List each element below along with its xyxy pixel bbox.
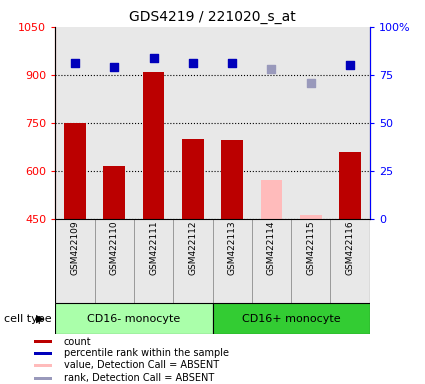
Point [150, 55, 157, 61]
Bar [134, 219, 173, 303]
Bar [339, 152, 361, 219]
Text: cell type: cell type [4, 314, 52, 324]
Point [307, 79, 314, 86]
Text: GSM422112: GSM422112 [188, 220, 197, 275]
Bar [261, 180, 282, 219]
Text: count: count [64, 336, 91, 347]
Text: GSM422113: GSM422113 [228, 220, 237, 275]
Bar [331, 219, 370, 303]
Text: GSM422109: GSM422109 [71, 220, 79, 275]
Title: GDS4219 / 221020_s_at: GDS4219 / 221020_s_at [129, 10, 296, 25]
Bar [34, 340, 52, 343]
Point [71, 60, 78, 66]
Bar [143, 72, 164, 219]
Text: CD16- monocyte: CD16- monocyte [87, 314, 181, 324]
Bar [300, 215, 322, 219]
Text: GSM422111: GSM422111 [149, 220, 158, 275]
Text: GSM422116: GSM422116 [346, 220, 354, 275]
Text: ▶: ▶ [36, 314, 45, 324]
Bar [173, 219, 212, 303]
Bar [34, 376, 52, 379]
Bar [212, 219, 252, 303]
Text: value, Detection Call = ABSENT: value, Detection Call = ABSENT [64, 360, 219, 370]
Point [111, 64, 118, 70]
Bar [182, 139, 204, 219]
Text: CD16+ monocyte: CD16+ monocyte [242, 314, 340, 324]
Bar [55, 219, 94, 303]
Bar [291, 219, 331, 303]
Bar [252, 219, 291, 303]
Bar [64, 123, 86, 219]
Text: rank, Detection Call = ABSENT: rank, Detection Call = ABSENT [64, 373, 214, 383]
Bar [34, 364, 52, 366]
Text: GSM422110: GSM422110 [110, 220, 119, 275]
Bar [55, 303, 212, 334]
Bar [34, 352, 52, 354]
Point [229, 60, 235, 66]
Point [268, 66, 275, 72]
Point [347, 62, 354, 68]
Bar [221, 141, 243, 219]
Bar [103, 166, 125, 219]
Bar [94, 219, 134, 303]
Text: GSM422115: GSM422115 [306, 220, 315, 275]
Text: GSM422114: GSM422114 [267, 220, 276, 275]
Point [190, 60, 196, 66]
Text: percentile rank within the sample: percentile rank within the sample [64, 348, 229, 358]
Bar [212, 303, 370, 334]
